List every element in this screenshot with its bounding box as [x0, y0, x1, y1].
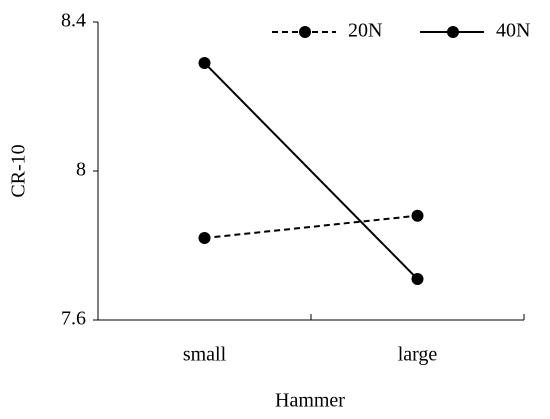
legend-label: 20N: [348, 20, 382, 42]
point: [411, 209, 424, 222]
y-tick-label: 7.6: [61, 308, 86, 330]
point: [198, 56, 211, 69]
legend-marker: [447, 26, 459, 38]
y-axis-title: CR-10: [8, 144, 30, 197]
series-line: [204, 214, 418, 240]
x-tick-label: small: [183, 344, 227, 366]
point: [411, 273, 424, 286]
x-axis-title: Hammer: [275, 390, 345, 412]
legend-marker: [299, 26, 311, 38]
y-tick-label: 8.4: [61, 10, 86, 32]
point: [198, 232, 211, 245]
legend-label: 40N: [496, 20, 530, 42]
x-tick-label: large: [398, 344, 438, 366]
y-tick-label: 8: [76, 159, 86, 181]
series-line: [203, 62, 419, 280]
